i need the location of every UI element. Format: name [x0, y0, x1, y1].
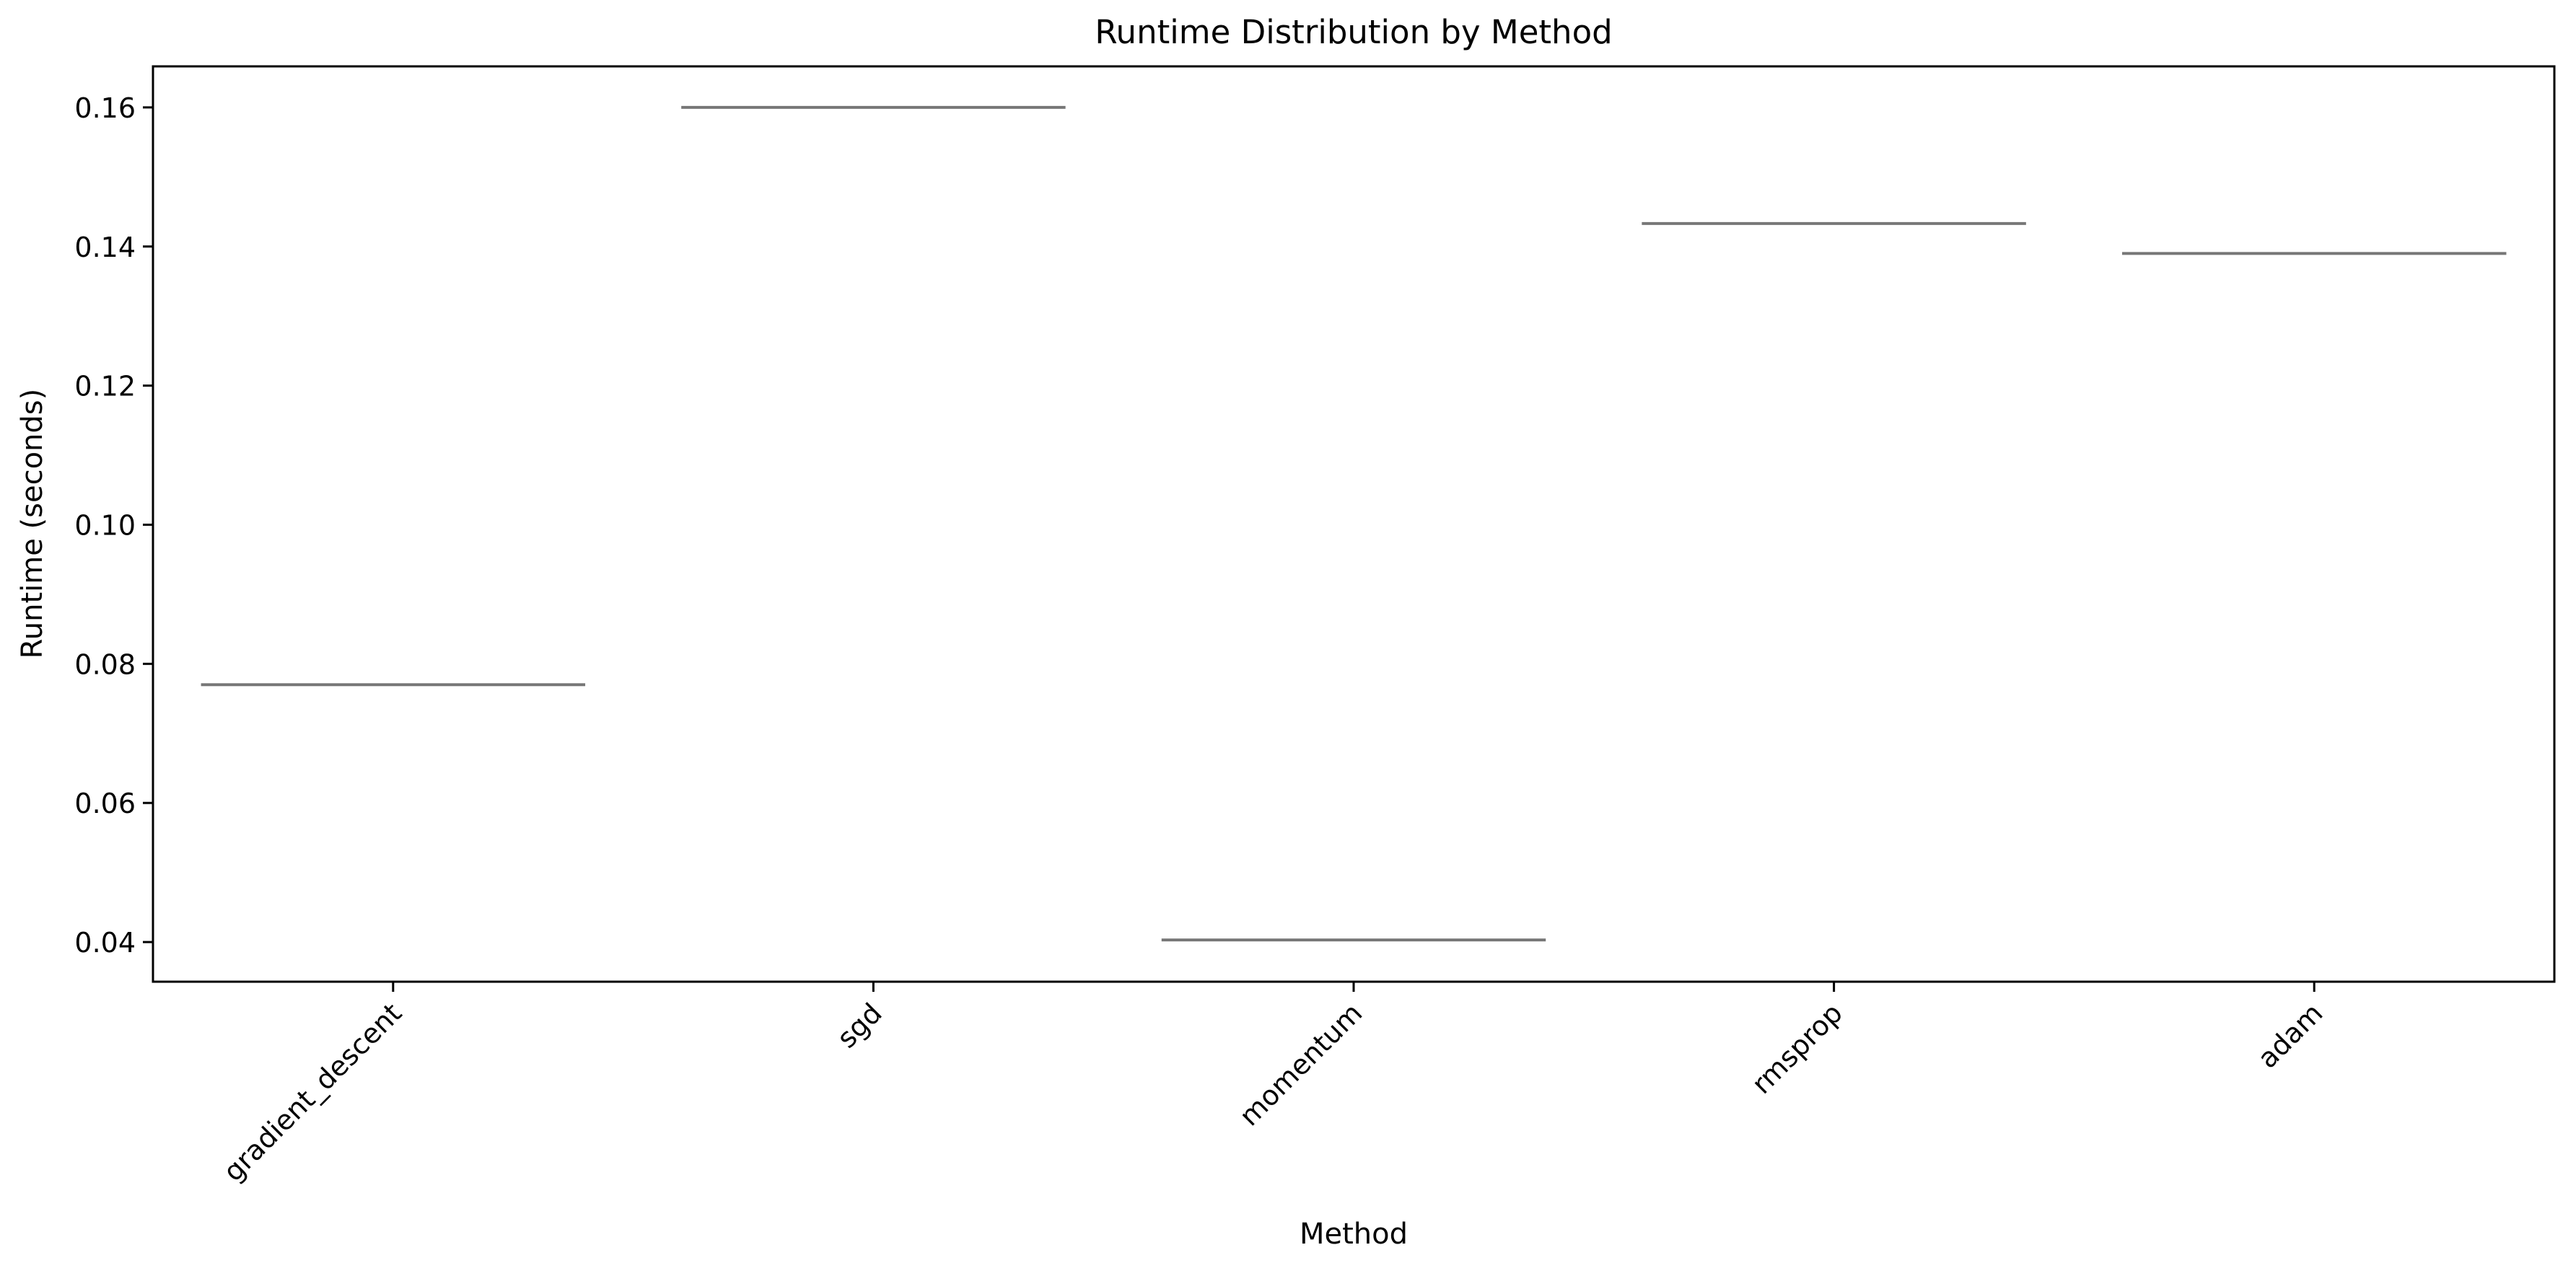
x-tick-label: rmsprop — [1745, 997, 1849, 1100]
plot-area — [201, 105, 2507, 942]
y-axis-label: Runtime (seconds) — [16, 389, 49, 659]
plot-frame — [152, 65, 2556, 983]
y-tick-label: 0.12 — [74, 371, 136, 402]
y-tick-label: 0.06 — [74, 788, 136, 819]
chart-title: Runtime Distribution by Method — [1095, 13, 1612, 51]
y-tick-label: 0.16 — [74, 92, 136, 124]
y-tick-label: 0.14 — [74, 232, 136, 263]
x-tick-label: momentum — [1233, 997, 1368, 1132]
x-tick-label: adam — [2251, 997, 2329, 1074]
y-tick-label: 0.08 — [74, 648, 136, 680]
x-axis-label: Method — [1300, 1218, 1408, 1251]
y-tick-label: 0.04 — [74, 927, 136, 959]
y-tick-label: 0.10 — [74, 509, 136, 541]
x-tick-label: gradient_descent — [217, 997, 408, 1187]
x-tick-label: sgd — [831, 997, 888, 1054]
